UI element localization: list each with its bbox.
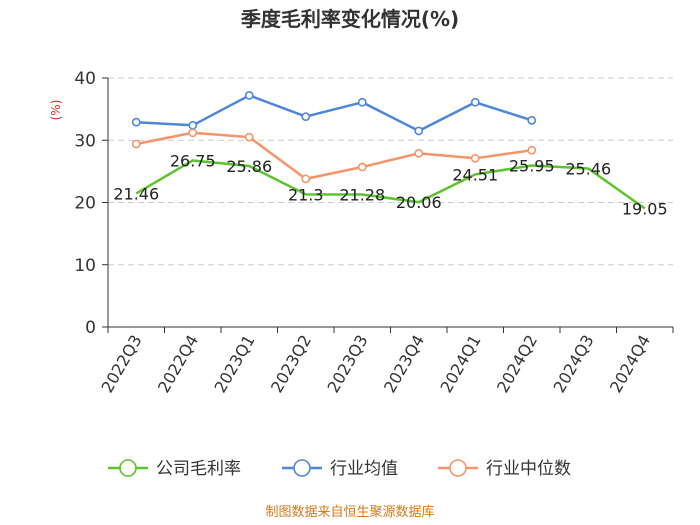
legend-swatch-circle xyxy=(449,459,467,477)
series-2-point xyxy=(527,145,537,155)
series-1-point xyxy=(414,126,424,136)
series-2-point xyxy=(470,153,480,163)
series-1-point xyxy=(527,115,537,125)
data-label-layer: 21.46 26.75 25.86 21.3 21.28 20.06 24.51 25.95 2… xyxy=(113,151,667,218)
series-line-0 xyxy=(135,159,646,210)
series-2-point xyxy=(188,128,198,138)
legend-swatch-circle xyxy=(119,459,137,477)
y-tick-label: 30 xyxy=(74,131,96,151)
series-2-point xyxy=(357,162,367,172)
legend-item-2: 行业中位数 xyxy=(438,459,571,479)
y-tick-label: 20 xyxy=(74,194,96,214)
data-label: 19.05 xyxy=(622,199,668,218)
x-tick-label: 2023Q4 xyxy=(380,332,428,396)
series-1-point xyxy=(301,112,311,121)
data-label: 21.3 xyxy=(288,185,324,204)
legend-item-1: 行业均值 xyxy=(282,459,398,479)
x-tick-label: 2022Q3 xyxy=(98,332,146,396)
x-tick-label: 2023Q2 xyxy=(267,332,315,396)
x-tick-label: 2022Q4 xyxy=(154,332,202,396)
series-1-point xyxy=(357,97,367,107)
data-label: 21.28 xyxy=(339,186,385,205)
data-label: 25.95 xyxy=(509,156,555,175)
legend-item-0: 公司毛利率 xyxy=(108,459,241,479)
data-label: 25.86 xyxy=(226,157,272,176)
source-note: 制图数据来自恒生聚源数据库 xyxy=(265,504,434,520)
y-axis-label: (%) xyxy=(49,100,63,121)
chart-title: 季度毛利率变化情况(%) xyxy=(240,7,459,31)
data-label: 20.06 xyxy=(396,193,442,212)
series-line-1 xyxy=(136,94,533,133)
series-1-point xyxy=(470,97,480,107)
legend-label: 公司毛利率 xyxy=(156,459,241,479)
legend-swatch-circle xyxy=(293,459,311,477)
series-1-point xyxy=(244,91,254,100)
x-tick-label: 2024Q3 xyxy=(550,332,598,396)
series-2-point xyxy=(301,174,311,184)
data-label: 21.46 xyxy=(113,184,159,203)
legend-label: 行业均值 xyxy=(330,459,398,479)
legend: 公司毛利率 行业均值 行业中位数 xyxy=(108,459,571,479)
x-tick-label: 2024Q2 xyxy=(493,332,541,396)
series-2-point xyxy=(414,148,424,158)
series-2-point xyxy=(244,132,254,142)
y-tick-label: 0 xyxy=(85,318,96,338)
x-tick-label: 2024Q4 xyxy=(606,332,654,396)
legend-label: 行业中位数 xyxy=(486,459,571,479)
y-tick-label: 40 xyxy=(74,69,96,89)
x-tick-label: 2023Q3 xyxy=(324,332,372,396)
data-label: 25.46 xyxy=(565,160,611,179)
y-tick-label: 10 xyxy=(74,256,96,276)
series-2-point xyxy=(131,139,141,149)
series-1-point xyxy=(131,117,141,127)
series-layer xyxy=(131,91,646,210)
grid-layer xyxy=(108,77,673,266)
series-line-2 xyxy=(136,131,532,181)
data-label: 26.75 xyxy=(170,151,216,170)
x-tick-label: 2023Q1 xyxy=(211,332,259,396)
series-1-point xyxy=(188,120,198,130)
data-label: 24.51 xyxy=(452,165,498,184)
x-tick-label: 2024Q1 xyxy=(437,332,485,396)
